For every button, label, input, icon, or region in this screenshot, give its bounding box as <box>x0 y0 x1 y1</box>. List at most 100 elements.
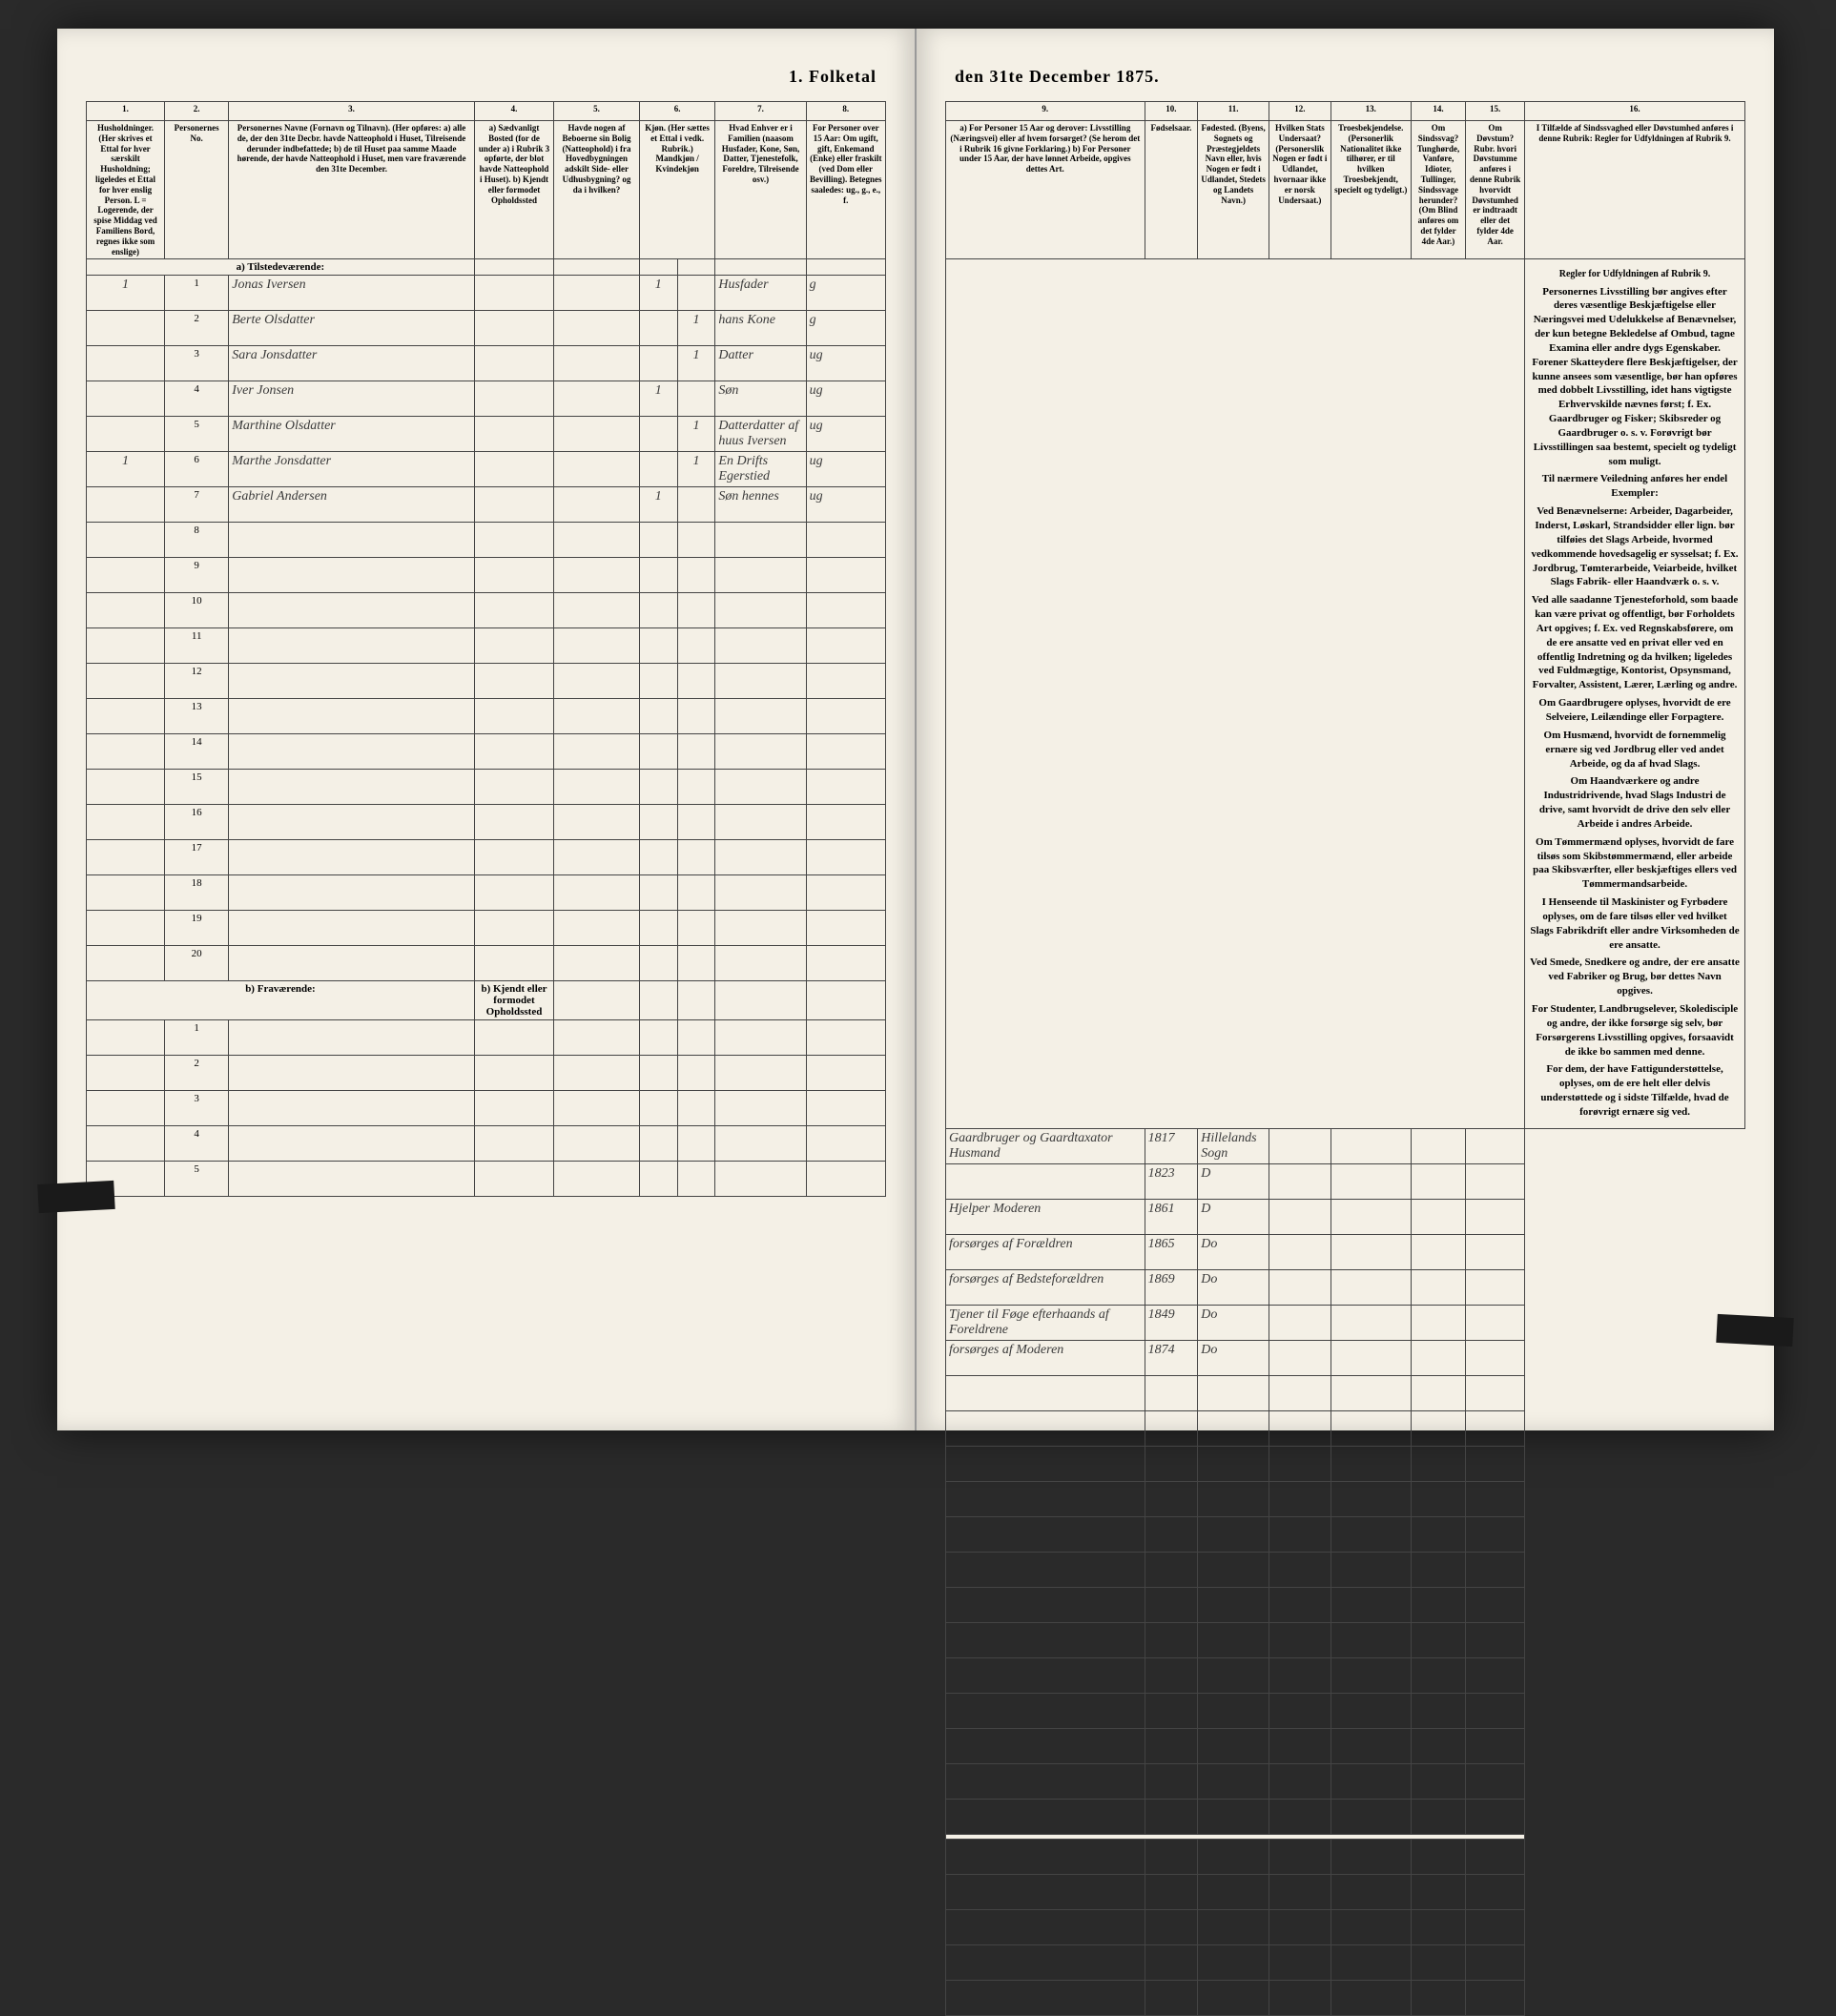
table-row: 11Jonas Iversen1Husfaderg <box>87 276 886 311</box>
instructions-heading: Regler for Udfyldningen af Rubrik 9. <box>1530 268 1740 281</box>
table-row-empty <box>946 1446 1745 1481</box>
cell-c6k <box>677 276 715 311</box>
cell-c6m <box>639 417 677 452</box>
table-row-empty <box>946 1622 1745 1657</box>
table-row: 16Marthe Jonsdatter1En Drifts Egerstiedu… <box>87 452 886 487</box>
cell-c11: D <box>1198 1163 1269 1199</box>
cell-c7: En Drifts Egerstied <box>715 452 806 487</box>
cell-c13 <box>1331 1234 1411 1269</box>
cell-c10: 1817 <box>1145 1128 1198 1163</box>
cell-c15 <box>1466 1163 1525 1199</box>
cell-c6k <box>677 487 715 523</box>
cell-c4 <box>474 487 553 523</box>
cell-c15 <box>1466 1340 1525 1375</box>
table-row: Tjener til Føge efterhaands af Foreldren… <box>946 1305 1745 1340</box>
cell-c6k: 1 <box>677 311 715 346</box>
instructions-paragraph: For Studenter, Landbrugselever, Skoledis… <box>1530 1002 1740 1059</box>
cell-c6k: 1 <box>677 346 715 381</box>
cell-c6k: 1 <box>677 417 715 452</box>
col-7-num: 7. <box>715 102 806 121</box>
col-13-num: 13. <box>1331 102 1411 121</box>
col-3-num: 3. <box>229 102 475 121</box>
cell-num: 14 <box>165 734 229 770</box>
cell-c14 <box>1411 1269 1465 1305</box>
cell-c8: g <box>806 311 885 346</box>
instructions-paragraph: Om Gaardbrugere oplyses, hvorvidt de ere… <box>1530 696 1740 725</box>
header-5: Havde nogen af Beboerne sin Bolig (Natte… <box>554 121 640 259</box>
cell-c15 <box>1466 1305 1525 1340</box>
cell-c8: ug <box>806 346 885 381</box>
instructions-paragraph: Ved Benævnelserne: Arbeider, Dagarbeider… <box>1530 504 1740 589</box>
table-row: 3Sara Jonsdatter1Datterug <box>87 346 886 381</box>
instructions-paragraph: For dem, der have Fattigunderstøttelse, … <box>1530 1062 1740 1119</box>
cell-c5 <box>554 417 640 452</box>
cell-c13 <box>1331 1199 1411 1234</box>
book-spread: 1. Folketal 1. 2. 3. 4. 5. 6. 7. 8. Hush… <box>57 29 1774 1430</box>
instructions-paragraph: Om Husmænd, hvorvidt de fornemmelig ernæ… <box>1530 729 1740 771</box>
header-7: Hvad Enhver er i Familien (naasom Husfad… <box>715 121 806 259</box>
header-10: Fødselsaar. <box>1145 121 1198 259</box>
cell-c15 <box>1466 1234 1525 1269</box>
cell-c11: D <box>1198 1199 1269 1234</box>
table-row: Gaardbruger og Gaardtaxator Husmand1817H… <box>946 1128 1745 1163</box>
cell-c9: forsørges af Moderen <box>946 1340 1145 1375</box>
cell-c12 <box>1269 1234 1331 1269</box>
cell-num: 15 <box>165 770 229 805</box>
cell-c8: ug <box>806 417 885 452</box>
table-row: 7Gabriel Andersen1Søn hennesug <box>87 487 886 523</box>
cell-c12 <box>1269 1340 1331 1375</box>
cell-num: 17 <box>165 840 229 875</box>
table-row-empty: 12 <box>87 664 886 699</box>
cell-c10: 1849 <box>1145 1305 1198 1340</box>
cell-c8: g <box>806 276 885 311</box>
cell-c15 <box>1466 1269 1525 1305</box>
table-row-empty: 11 <box>87 628 886 664</box>
cell-hh: 1 <box>87 452 165 487</box>
cell-c13 <box>1331 1269 1411 1305</box>
cell-c12 <box>1269 1305 1331 1340</box>
instructions-paragraph: Personernes Livsstilling bør angives eft… <box>1530 285 1740 469</box>
table-row-empty: 4 <box>87 1126 886 1162</box>
table-row-empty: 13 <box>87 699 886 734</box>
cell-hh <box>87 417 165 452</box>
header-11: Fødested. (Byens, Sognets og Præstegjeld… <box>1198 121 1269 259</box>
cell-c11: Do <box>1198 1305 1269 1340</box>
census-table-right: 9. 10. 11. 12. 13. 14. 15. 16. a) For Pe… <box>945 101 1745 2016</box>
cell-c12 <box>1269 1199 1331 1234</box>
table-row-empty <box>946 1657 1745 1693</box>
cell-c8: ug <box>806 487 885 523</box>
header-8: For Personer over 15 Aar: Om ugift, gift… <box>806 121 885 259</box>
cell-num: 9 <box>165 558 229 593</box>
col-5-num: 5. <box>554 102 640 121</box>
cell-c4 <box>474 417 553 452</box>
table-row-empty <box>946 1516 1745 1552</box>
table-row-empty <box>946 1481 1745 1516</box>
census-table-left: 1. 2. 3. 4. 5. 6. 7. 8. Husholdninger. (… <box>86 101 886 1197</box>
cell-c4 <box>474 452 553 487</box>
table-row: 5Marthine Olsdatter1Datterdatter af huus… <box>87 417 886 452</box>
cell-c14 <box>1411 1340 1465 1375</box>
cell-c8: ug <box>806 381 885 417</box>
table-row-empty <box>946 1839 1745 1874</box>
cell-num: 11 <box>165 628 229 664</box>
cell-c7: Datterdatter af huus Iversen <box>715 417 806 452</box>
table-row-empty <box>946 1909 1745 1944</box>
section-b-header: b) Fraværende: <box>87 981 475 1020</box>
cell-c6m: 1 <box>639 487 677 523</box>
cell-name: Berte Olsdatter <box>229 311 475 346</box>
cell-c6m: 1 <box>639 276 677 311</box>
cell-c5 <box>554 381 640 417</box>
cell-c5 <box>554 311 640 346</box>
binder-clip-right <box>1716 1314 1793 1347</box>
cell-c12 <box>1269 1128 1331 1163</box>
table-row-empty: 8 <box>87 523 886 558</box>
cell-num: 6 <box>165 452 229 487</box>
table-row-empty: 2 <box>87 1056 886 1091</box>
cell-num: 4 <box>165 381 229 417</box>
header-12: Hvilken Stats Undersaat? (Personerslik N… <box>1269 121 1331 259</box>
table-row-empty: 18 <box>87 875 886 911</box>
cell-hh <box>87 311 165 346</box>
header-9: a) For Personer 15 Aar og derover: Livss… <box>946 121 1145 259</box>
cell-c7: Husfader <box>715 276 806 311</box>
cell-name: Marthe Jonsdatter <box>229 452 475 487</box>
